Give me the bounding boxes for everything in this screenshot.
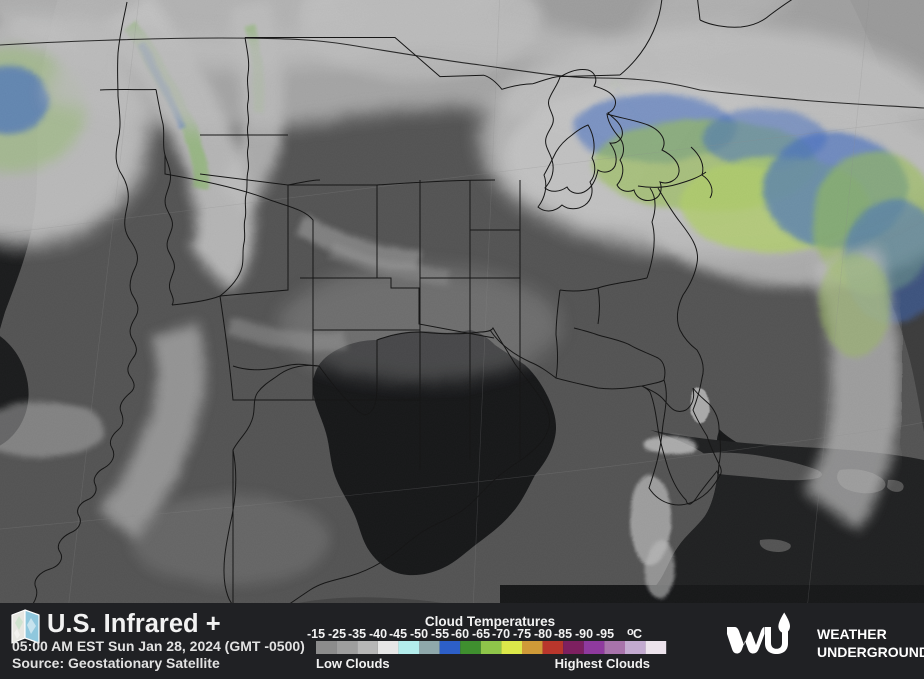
svg-text:-15: -15 [307,627,325,641]
svg-text:-70: -70 [492,627,510,641]
svg-text:-85: -85 [554,627,572,641]
svg-text:-80: -80 [534,627,552,641]
svg-text:-40: -40 [369,627,387,641]
svg-text:-25: -25 [328,627,346,641]
svg-text:-60: -60 [451,627,469,641]
svg-text:-65: -65 [472,627,490,641]
svg-text:-35: -35 [348,627,366,641]
svg-text:-75: -75 [513,627,531,641]
svg-text:-55: -55 [431,627,449,641]
svg-text:Highest Clouds: Highest Clouds [555,656,650,671]
svg-text:-45: -45 [389,627,407,641]
svg-text:UNDERGROUND: UNDERGROUND [817,644,924,660]
svg-text:C: C [633,627,642,641]
svg-text:05:00 AM EST Sun Jan 28, 2024: 05:00 AM EST Sun Jan 28, 2024 (GMT -0500… [12,638,305,654]
svg-text:U.S. Infrared +: U.S. Infrared + [47,610,221,638]
svg-text:-95: -95 [596,627,614,641]
svg-text:Low Clouds: Low Clouds [316,656,390,671]
svg-text:-50: -50 [410,627,428,641]
svg-text:Source: Geostationary Satellit: Source: Geostationary Satellite [12,655,220,671]
svg-text:WEATHER: WEATHER [817,626,887,642]
svg-text:-90: -90 [575,627,593,641]
